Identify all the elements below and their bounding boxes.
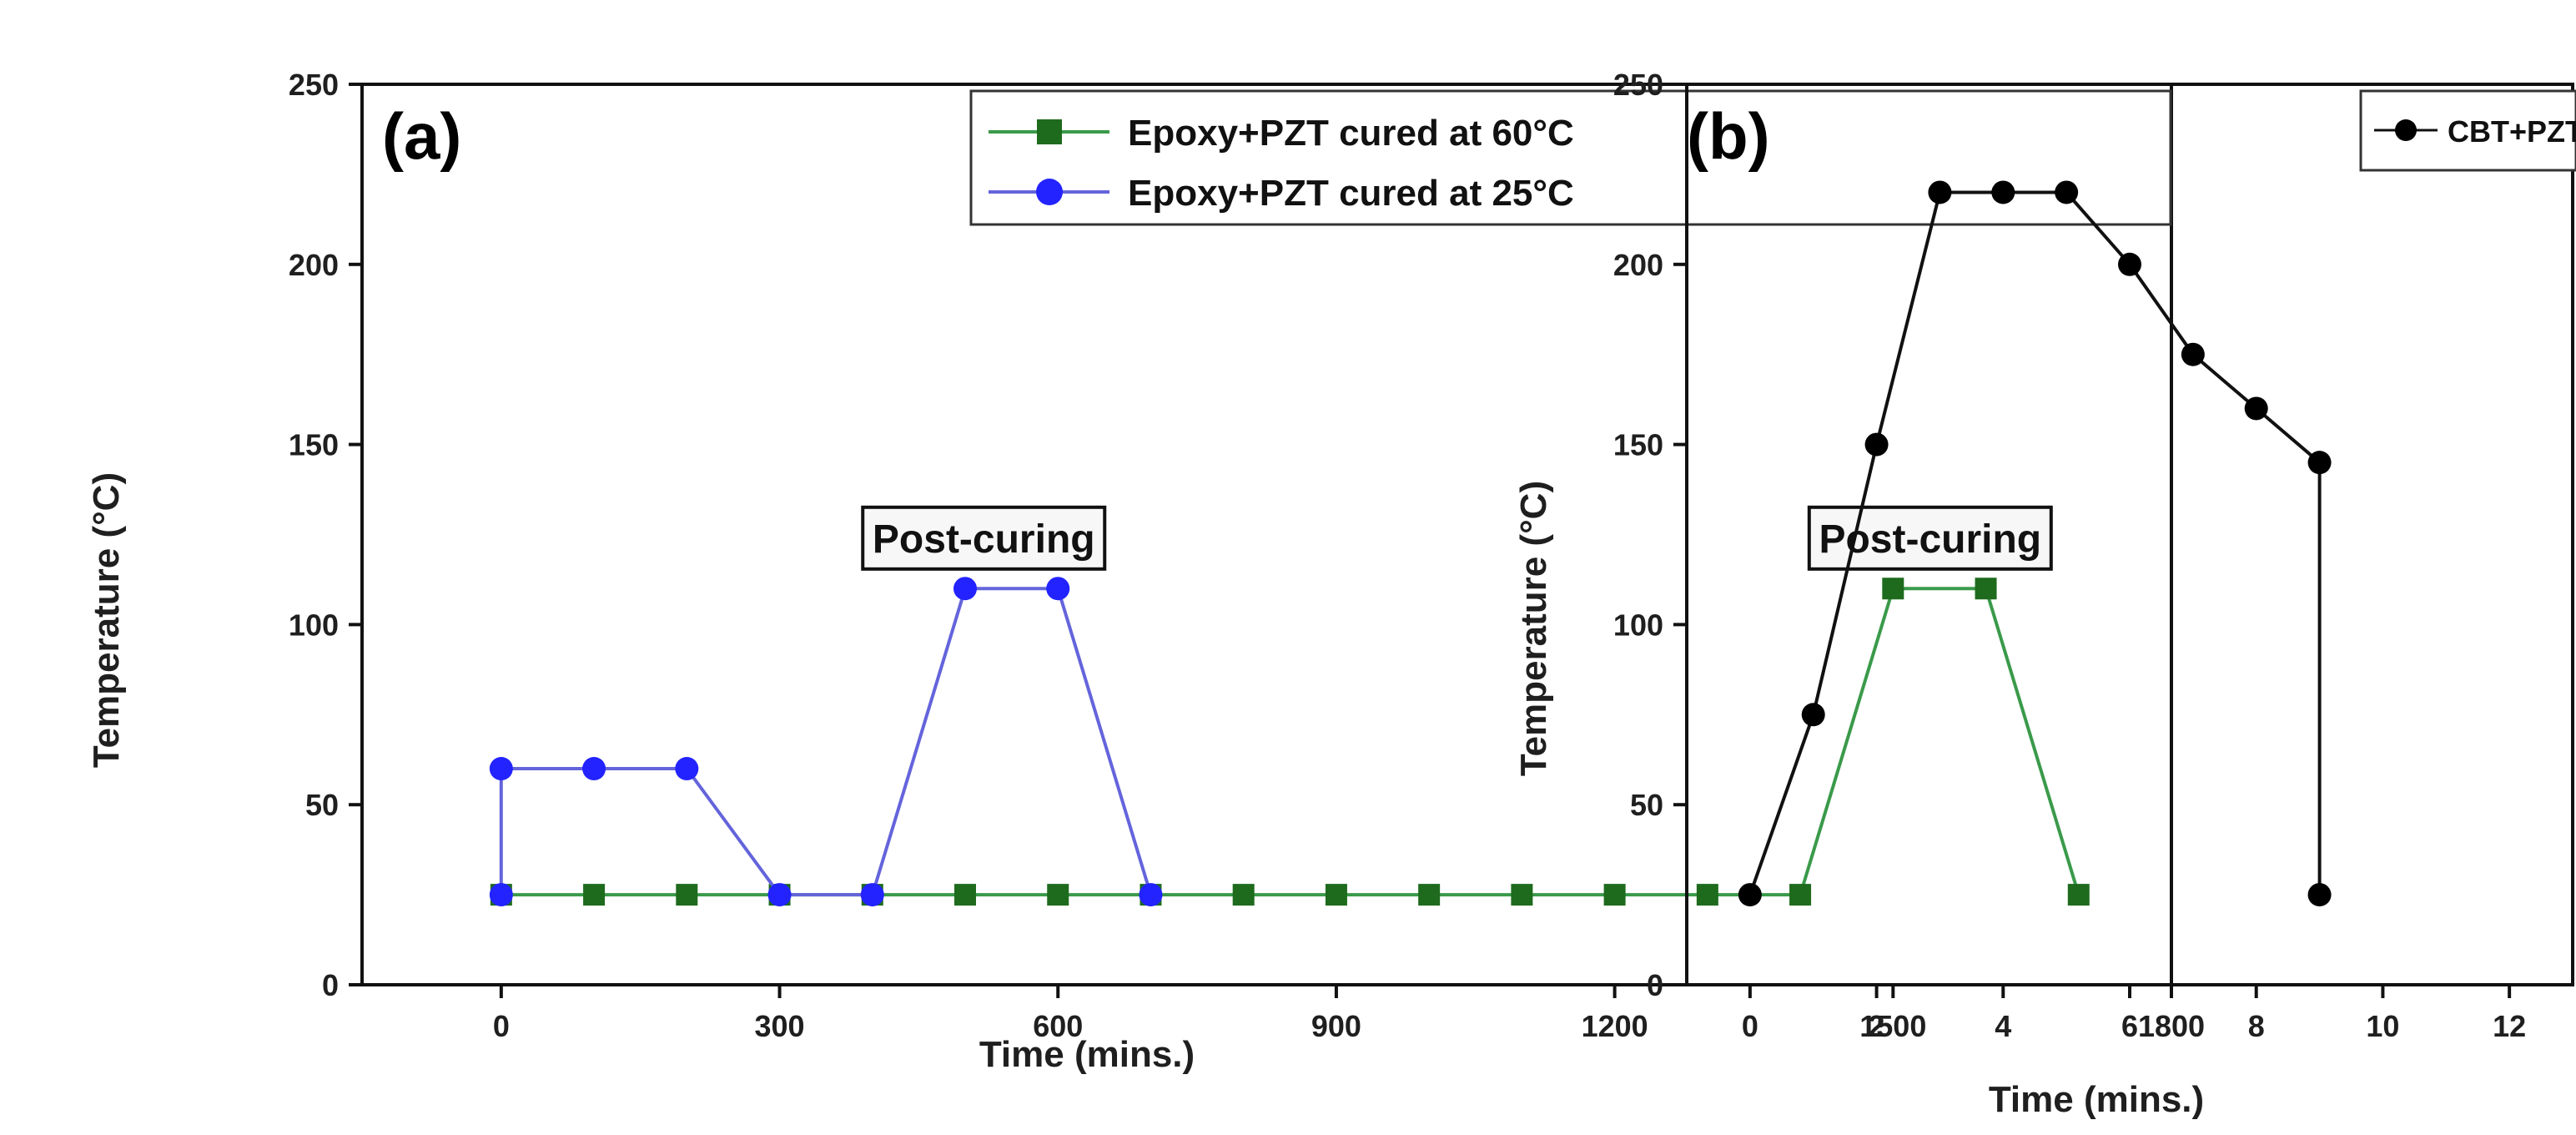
- data-point-series-2: [860, 883, 884, 907]
- panel-b-series: [1738, 180, 2332, 907]
- x-tick-label: 1200: [1582, 1009, 1648, 1043]
- annotation-box: [1807, 505, 2053, 571]
- panel-b-legend: CBT+PZT: [2359, 89, 2576, 172]
- x-tick-label: 6: [2121, 1009, 2138, 1043]
- legend-box: [969, 89, 2172, 226]
- data-point-series-1: [1789, 884, 1812, 906]
- annotation-text: Post-curing: [873, 517, 1095, 562]
- data-point-series-1: [1325, 884, 1347, 906]
- y-tick-label: 0: [1647, 968, 1663, 1002]
- x-tick-label: 300: [754, 1009, 804, 1043]
- x-tick-label: 900: [1311, 1009, 1361, 1043]
- data-point-series-1: [2307, 451, 2332, 475]
- legend-label-series-1: Epoxy+PZT cured at 60°C: [1128, 113, 1574, 154]
- panel-b-ticks: 0 2 4 6 8 10 12 0 50 100 150 200 250: [1613, 68, 2526, 1043]
- data-point-series-1: [1603, 884, 1626, 906]
- y-tick-label: 50: [305, 788, 339, 822]
- series-line-1: [501, 587, 2080, 897]
- x-tick-label: 8: [2248, 1009, 2265, 1043]
- y-tick-label: 100: [289, 608, 339, 642]
- data-point-series-2: [489, 757, 513, 781]
- data-point-series-2: [767, 883, 792, 907]
- data-point-series-2: [675, 757, 699, 781]
- x-tick-label: 2: [1869, 1009, 1885, 1043]
- data-point-series-1: [2118, 252, 2141, 276]
- data-point-series-1: [1864, 432, 1889, 457]
- x-tick-label: 1500: [1859, 1009, 1926, 1043]
- data-point-series-1: [954, 884, 976, 906]
- x-tick-label: 4: [1995, 1009, 2011, 1043]
- x-tick-label: 1800: [2138, 1009, 2205, 1043]
- data-point-series-1: [2181, 342, 2205, 366]
- panel-a-annotation-post-curing-2: Post-curing: [1807, 505, 2053, 571]
- data-point-series-1: [1882, 578, 1904, 600]
- x-tick-label: 0: [1742, 1009, 1758, 1043]
- y-tick-label: 200: [289, 248, 339, 282]
- x-tick-label: 0: [493, 1009, 510, 1043]
- data-point-series-1: [2244, 396, 2268, 421]
- y-tick-label: 100: [1613, 608, 1663, 642]
- data-point-series-2: [1139, 883, 1163, 907]
- data-point-series-2: [953, 577, 977, 601]
- panel-a-series: [489, 577, 2090, 907]
- panel-a-x-axis-title: Time (mins.): [979, 1034, 1195, 1075]
- data-point-series-1: [676, 884, 698, 906]
- panel-b-label: (b): [1687, 99, 1770, 173]
- panel-a-annotation-post-curing-1: Post-curing: [861, 505, 1107, 571]
- y-tick-label: 0: [322, 968, 339, 1002]
- legend-marker-circle: [2395, 119, 2417, 141]
- data-point-series-1: [1991, 180, 2015, 204]
- y-tick-label: 50: [1630, 788, 1663, 822]
- panel-b-x-axis-title: Time (mins.): [1989, 1079, 2204, 1120]
- legend-marker-circle: [1036, 179, 1063, 205]
- panel-a-label: (a): [382, 99, 461, 173]
- data-point-series-1: [1511, 884, 1533, 906]
- data-point-series-1: [1801, 703, 1825, 727]
- data-point-series-1: [1738, 883, 1762, 907]
- y-tick-label: 250: [1613, 68, 1663, 102]
- panel-a-plot-frame: [360, 83, 2173, 986]
- data-point-series-2: [582, 757, 606, 781]
- data-point-series-1: [2307, 883, 2332, 907]
- data-point-series-1: [1928, 180, 1952, 204]
- panel-a-legend: Epoxy+PZT cured at 60°C Epoxy+PZT cured …: [969, 89, 2172, 226]
- x-tick-label: 600: [1033, 1009, 1083, 1043]
- panel-b-y-axis-title: Temperature (°C): [1513, 481, 1554, 776]
- data-point-series-1: [1418, 884, 1441, 906]
- panel-a-y-axis-title: Temperature (°C): [86, 472, 127, 768]
- annotation-box: [861, 505, 1107, 571]
- legend-marker-square: [1037, 119, 1062, 144]
- x-tick-label: 10: [2366, 1009, 2399, 1043]
- y-tick-label: 150: [1613, 428, 1663, 462]
- data-point-series-1: [1232, 884, 1255, 906]
- panel-b: 0 2 4 6 8 10 12 0 50 100 150 200 250 (b) CBT+PZT Tim…: [1513, 68, 2576, 1120]
- data-point-series-1: [1047, 884, 1069, 906]
- x-tick-label: 12: [2493, 1009, 2526, 1043]
- data-point-series-1: [1696, 884, 1718, 906]
- legend-label-series-2: Epoxy+PZT cured at 25°C: [1128, 173, 1574, 214]
- y-tick-label: 150: [289, 428, 339, 462]
- y-tick-label: 200: [1613, 248, 1663, 282]
- data-point-series-2: [1046, 577, 1070, 601]
- y-tick-label: 250: [289, 68, 339, 102]
- legend-label-series-1: CBT+PZT: [2448, 114, 2576, 149]
- series-line-2: [499, 587, 1153, 897]
- data-point-series-1: [583, 884, 606, 906]
- data-point-series-2: [489, 883, 513, 907]
- data-point-series-1: [2055, 180, 2079, 204]
- data-point-series-1: [2067, 884, 2090, 906]
- data-point-series-1: [1975, 578, 1997, 600]
